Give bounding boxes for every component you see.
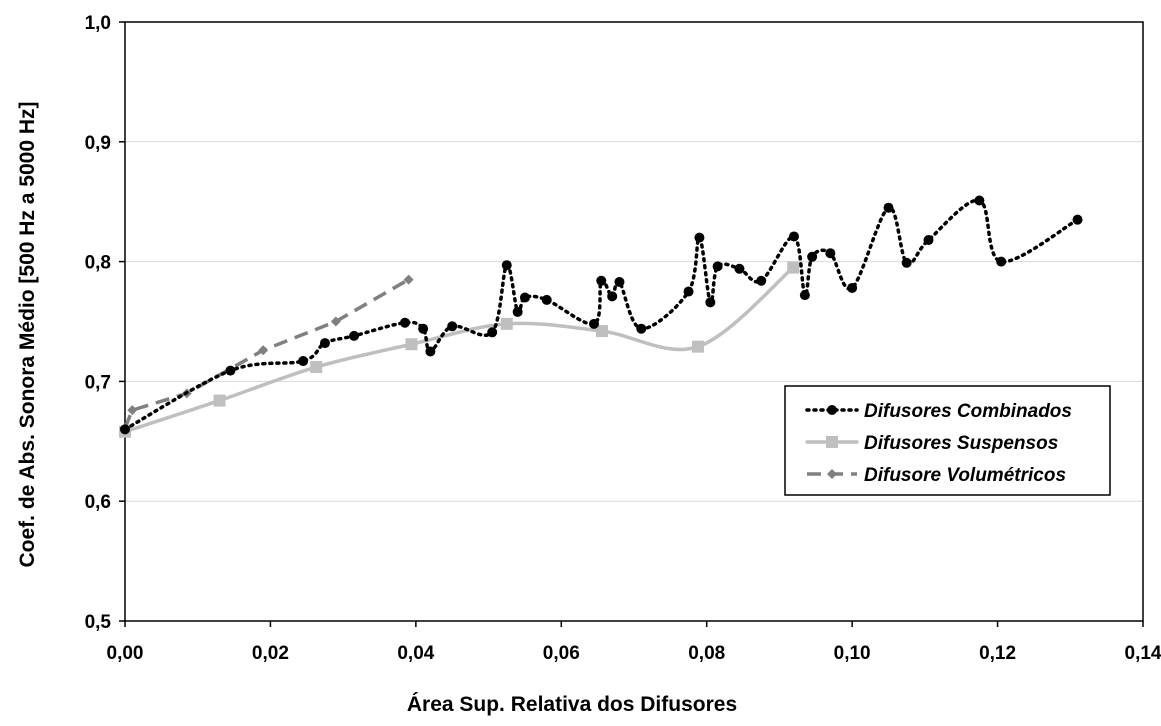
y-tick-label: 0,9 <box>85 133 111 154</box>
data-point <box>807 251 818 262</box>
x-tick-label: 0,02 <box>252 643 289 664</box>
data-point <box>799 290 810 301</box>
x-tick-label: 0,08 <box>688 643 725 664</box>
data-point <box>683 286 694 297</box>
data-point <box>330 316 341 327</box>
data-point <box>405 338 418 351</box>
y-tick-label: 0,7 <box>85 372 111 393</box>
data-point <box>691 340 704 353</box>
x-axis-ticks: 0,00 0,02 0,04 0,06 0,08 0,10 0,12 0,14 <box>107 621 1161 664</box>
grid-lines <box>125 141 1143 502</box>
series-line <box>123 198 1080 432</box>
data-point <box>349 330 360 341</box>
x-tick-label: 0,06 <box>543 643 580 664</box>
series-group <box>119 195 1083 438</box>
y-tick-label: 0,6 <box>85 492 111 513</box>
data-point <box>258 345 269 356</box>
legend-label: Difusores Combinados <box>864 401 1072 422</box>
x-tick-label: 0,14 <box>1125 643 1161 664</box>
data-point <box>901 257 912 268</box>
data-point <box>120 424 130 435</box>
data-point <box>596 275 607 286</box>
data-point <box>883 202 894 213</box>
data-point <box>923 235 934 246</box>
data-point <box>541 294 552 305</box>
data-point <box>512 306 523 317</box>
data-point <box>403 274 414 285</box>
series-2 <box>119 261 800 438</box>
x-tick-label: 0,10 <box>834 643 871 664</box>
data-point <box>1072 214 1083 225</box>
legend-label: Difusores Suspensos <box>864 433 1058 454</box>
data-point <box>734 263 745 274</box>
data-point <box>501 260 512 271</box>
data-point <box>756 275 767 286</box>
data-point <box>127 405 138 416</box>
data-point <box>705 297 716 308</box>
y-tick-label: 1,0 <box>85 13 111 34</box>
data-point <box>787 261 800 274</box>
y-tick-label: 0,5 <box>85 612 112 633</box>
data-point <box>996 256 1007 267</box>
legend-item: Difusores Combinados <box>805 401 1072 422</box>
legend-swatch-marker <box>826 436 838 448</box>
data-point <box>596 325 609 338</box>
data-point <box>694 232 705 243</box>
data-point <box>310 361 323 374</box>
x-tick-label: 0,04 <box>397 643 434 664</box>
data-point <box>319 338 330 349</box>
data-point <box>825 248 836 259</box>
legend: Difusores Combinados Difusores Suspensos D… <box>784 385 1111 496</box>
data-point <box>636 323 647 334</box>
legend-swatch-marker <box>827 405 837 415</box>
data-point <box>225 365 236 376</box>
plot-area-frame <box>124 21 1144 622</box>
data-point <box>500 317 513 330</box>
data-point <box>712 261 723 272</box>
x-axis-title: Área Sup. Relativa dos Difusores <box>407 693 737 716</box>
data-point <box>589 318 600 329</box>
series-1 <box>120 195 1083 435</box>
data-point <box>519 292 530 303</box>
y-axis-ticks: 0,5 0,6 0,7 0,8 0,9 1,0 <box>85 13 125 633</box>
legend-label: Difusore Volumétricos <box>864 465 1066 486</box>
y-tick-label: 0,8 <box>85 253 111 274</box>
data-point <box>607 291 618 302</box>
data-point <box>213 394 226 407</box>
x-tick-label: 0,12 <box>979 643 1016 664</box>
data-point <box>788 231 799 242</box>
legend-swatch-marker <box>827 469 837 479</box>
data-point <box>418 323 429 334</box>
data-point <box>974 195 985 206</box>
data-point <box>447 321 458 332</box>
data-point <box>425 346 436 357</box>
data-point <box>614 276 625 287</box>
legend-item: Difusore Volumétricos <box>807 465 1066 486</box>
legend-item: Difusores Suspensos <box>805 433 1058 454</box>
x-tick-label: 0,00 <box>107 643 144 664</box>
y-axis-title: Coef. de Abs. Sonora Médio [500 Hz a 500… <box>16 102 39 568</box>
data-point <box>847 282 858 293</box>
data-point <box>399 317 410 328</box>
data-point <box>487 327 498 338</box>
data-point <box>298 356 309 367</box>
